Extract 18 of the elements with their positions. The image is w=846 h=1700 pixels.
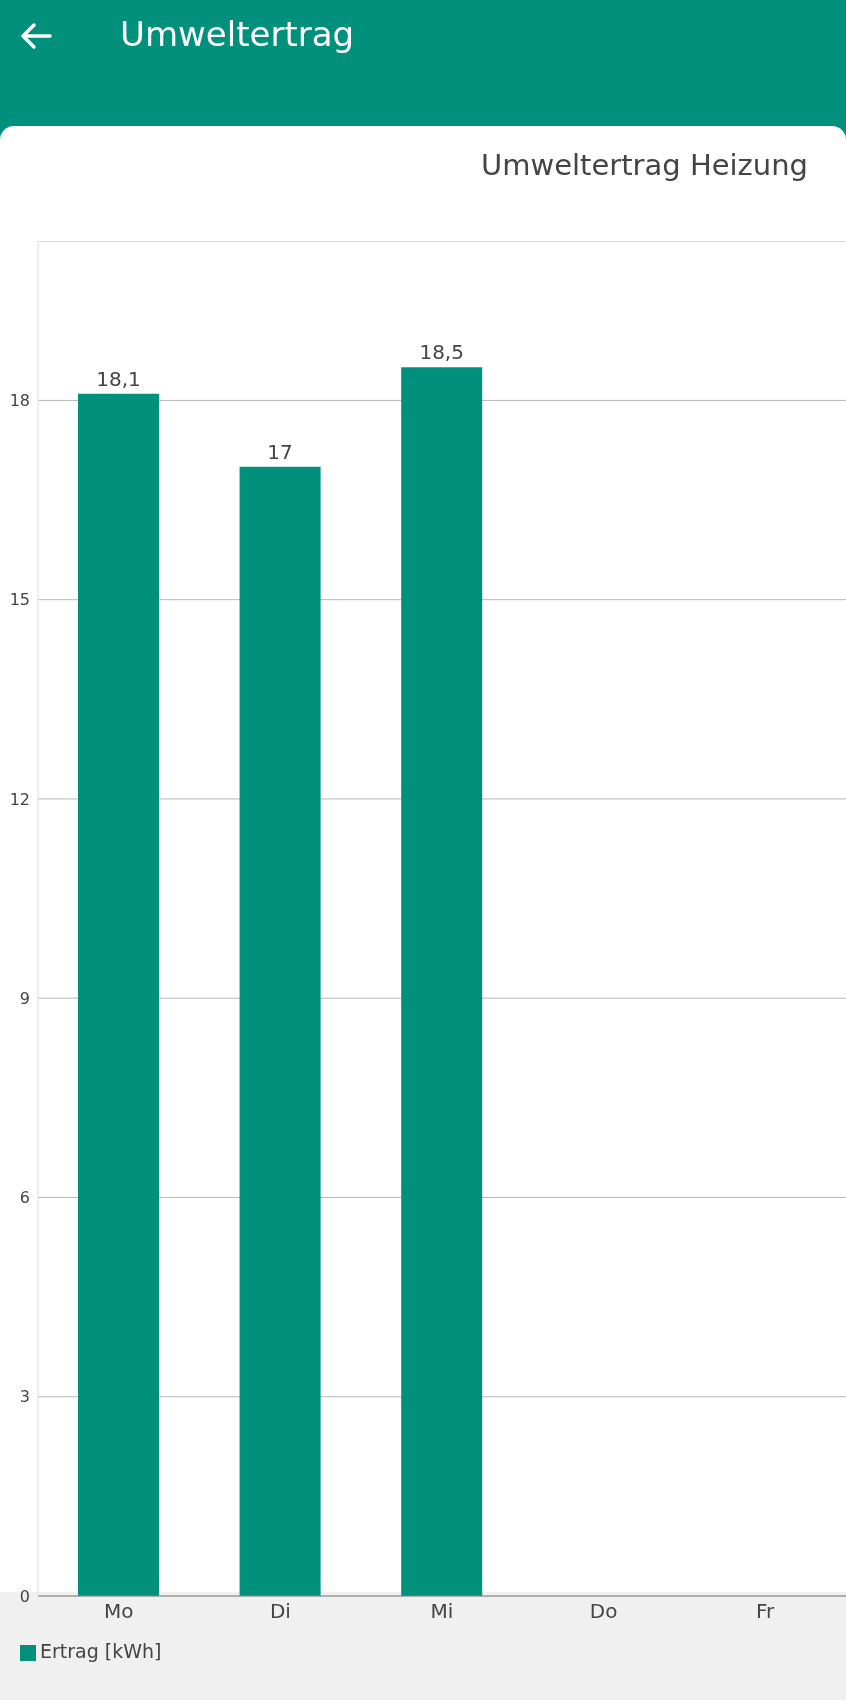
y-tick-label: 12	[9, 789, 30, 809]
data-label: 18,5	[419, 340, 464, 365]
x-tick-label: Di	[269, 1599, 291, 1624]
y-tick-label: 6	[19, 1188, 30, 1208]
y-tick-label: 9	[19, 988, 30, 1008]
y-tick-label: 18	[9, 391, 30, 411]
data-label: 18,1	[96, 366, 141, 391]
y-tick-label: 3	[19, 1387, 30, 1407]
text: Umweltertrag	[120, 14, 355, 54]
legend-label: Ertrag [kWh]	[40, 1640, 162, 1662]
x-tick-label: Mo	[104, 1599, 134, 1624]
data-label: 17	[267, 439, 293, 464]
y-tick-label: 0	[19, 1586, 30, 1606]
x-tick-label: Do	[589, 1599, 618, 1624]
x-tick-label: Mi	[430, 1599, 454, 1624]
x-tick-label: Fr	[756, 1599, 776, 1624]
chart-title: Umweltertrag Heizung	[480, 148, 808, 182]
y-tick-label: 15	[9, 590, 30, 610]
